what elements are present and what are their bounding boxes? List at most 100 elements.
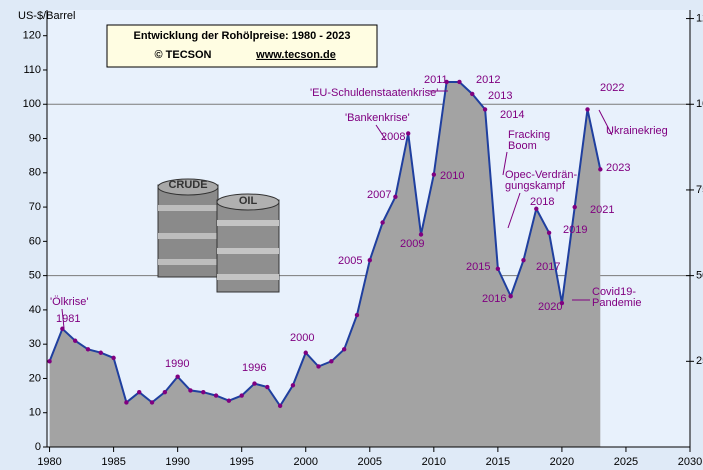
marker bbox=[175, 375, 179, 379]
y-tick-label: 70 bbox=[29, 201, 41, 213]
marker bbox=[380, 220, 384, 224]
marker bbox=[73, 339, 77, 343]
marker bbox=[188, 388, 192, 392]
annotation: 2014 bbox=[500, 109, 524, 121]
annotation: 1990 bbox=[165, 358, 189, 370]
y2-tick-label: 50 bbox=[696, 270, 703, 282]
annotation: Pandemie bbox=[592, 297, 642, 309]
marker bbox=[252, 381, 256, 385]
y-tick-label: 80 bbox=[29, 167, 41, 179]
marker bbox=[214, 393, 218, 397]
annotation: 2022 bbox=[600, 82, 624, 94]
annotation: 2020 bbox=[538, 301, 562, 313]
annotation: 2013 bbox=[488, 90, 512, 102]
marker bbox=[547, 231, 551, 235]
annotation: 1981 bbox=[56, 313, 80, 325]
y-tick-label: 90 bbox=[29, 132, 41, 144]
marker bbox=[355, 313, 359, 317]
annotation: 2007 bbox=[367, 189, 391, 201]
marker bbox=[393, 195, 397, 199]
y-tick-label: 120 bbox=[23, 30, 41, 42]
marker bbox=[137, 390, 141, 394]
marker bbox=[201, 390, 205, 394]
marker bbox=[163, 390, 167, 394]
marker bbox=[316, 364, 320, 368]
marker bbox=[265, 385, 269, 389]
marker bbox=[457, 80, 461, 84]
marker bbox=[483, 107, 487, 111]
marker bbox=[342, 347, 346, 351]
annotation: 2017 bbox=[536, 261, 560, 273]
chart-title: Entwicklung der Rohölpreise: 1980 - 2023 bbox=[133, 30, 350, 42]
annotation: 2012 bbox=[476, 74, 500, 86]
marker bbox=[432, 172, 436, 176]
annotation: 2010 bbox=[440, 170, 464, 182]
marker bbox=[227, 399, 231, 403]
annotation: 2023 bbox=[606, 162, 630, 174]
x-tick-label: 2000 bbox=[293, 456, 317, 468]
x-tick-label: 2020 bbox=[550, 456, 574, 468]
x-tick-label: 1995 bbox=[229, 456, 253, 468]
y-tick-label: 30 bbox=[29, 338, 41, 350]
copyright: © TECSON bbox=[155, 49, 212, 61]
y2-tick-label: 25 bbox=[696, 355, 703, 367]
annotation: Ukrainekrieg bbox=[606, 125, 668, 137]
marker bbox=[99, 351, 103, 355]
marker bbox=[419, 232, 423, 236]
annotation: Boom bbox=[508, 140, 537, 152]
annotation: 2015 bbox=[466, 261, 490, 273]
annotation: 2018 bbox=[530, 196, 554, 208]
y-tick-label: 0 bbox=[35, 441, 41, 453]
title-box: Entwicklung der Rohölpreise: 1980 - 2023… bbox=[107, 25, 377, 67]
svg-text:CRUDE: CRUDE bbox=[168, 179, 207, 191]
svg-text:OIL: OIL bbox=[239, 195, 258, 207]
x-tick-label: 1980 bbox=[37, 456, 61, 468]
annotation: gungskampf bbox=[505, 180, 566, 192]
annotation: 'Bankenkrise' bbox=[345, 112, 410, 124]
marker bbox=[111, 356, 115, 360]
annotation: 2021 bbox=[590, 204, 614, 216]
marker bbox=[304, 351, 308, 355]
y-tick-label: 20 bbox=[29, 372, 41, 384]
marker bbox=[573, 205, 577, 209]
annotation: 2005 bbox=[338, 255, 362, 267]
y-tick-label: 40 bbox=[29, 304, 41, 316]
annotation: 2008 bbox=[381, 131, 405, 143]
annotation: 2016 bbox=[482, 293, 506, 305]
annotation: 2011 bbox=[424, 74, 448, 86]
y2-tick-label: 125 bbox=[696, 12, 703, 24]
x-tick-label: 1985 bbox=[101, 456, 125, 468]
annotation: 1996 bbox=[242, 362, 266, 374]
marker bbox=[124, 400, 128, 404]
x-tick-label: 2010 bbox=[422, 456, 446, 468]
x-tick-label: 1990 bbox=[165, 456, 189, 468]
marker bbox=[496, 267, 500, 271]
x-tick-label: 2030 bbox=[678, 456, 702, 468]
y2-tick-label: 100 bbox=[696, 98, 703, 110]
website: www.tecson.de bbox=[255, 49, 336, 61]
marker bbox=[406, 131, 410, 135]
x-tick-label: 2025 bbox=[614, 456, 638, 468]
chart: CRUDE OIL Entwicklung der Rohölpreise: 1… bbox=[0, 0, 703, 470]
marker bbox=[585, 107, 589, 111]
annotation: 'EU-Schuldenstaatenkrise' bbox=[310, 87, 438, 99]
marker bbox=[239, 393, 243, 397]
y-tick-label: 110 bbox=[23, 64, 41, 76]
marker bbox=[368, 258, 372, 262]
annotation: 'Ölkrise' bbox=[50, 296, 88, 308]
marker bbox=[508, 294, 512, 298]
marker bbox=[329, 359, 333, 363]
annotation: 2009 bbox=[400, 238, 424, 250]
marker bbox=[150, 400, 154, 404]
annotation: 2000 bbox=[290, 332, 314, 344]
x-tick-label: 2015 bbox=[486, 456, 510, 468]
marker bbox=[278, 404, 282, 408]
y-tick-label: 100 bbox=[23, 98, 41, 110]
marker bbox=[470, 92, 474, 96]
marker bbox=[521, 258, 525, 262]
marker bbox=[47, 359, 51, 363]
y2-tick-label: 75 bbox=[696, 184, 703, 196]
marker bbox=[86, 347, 90, 351]
annotation: 2019 bbox=[563, 224, 587, 236]
y-tick-label: 10 bbox=[29, 407, 41, 419]
